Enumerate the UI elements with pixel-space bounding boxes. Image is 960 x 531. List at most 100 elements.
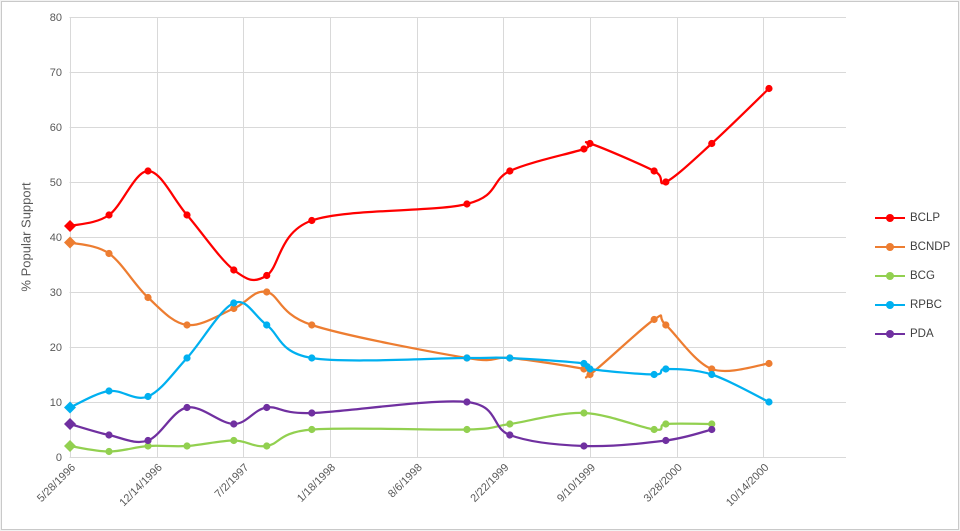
data-point: [586, 365, 594, 373]
data-point: [183, 354, 191, 362]
y-tick-label: 20: [50, 342, 62, 354]
x-tick-label: 1/18/1998: [295, 462, 338, 505]
data-point: [144, 442, 152, 450]
legend-marker-rpbc: [875, 300, 905, 309]
data-point: [586, 139, 594, 148]
data-point-diamond: [64, 440, 76, 452]
x-tick-label: 5/28/1996: [35, 462, 78, 505]
data-point: [263, 271, 271, 280]
data-point: [708, 370, 716, 379]
x-tick-label: 2/22/1999: [468, 462, 511, 505]
data-point: [230, 436, 238, 445]
x-tick-labels: 5/28/1996 12/14/1996 7/2/1997 1/18/1998 8/6/…: [35, 462, 771, 509]
data-point: [708, 420, 716, 428]
legend-marker-bcndp: [875, 242, 905, 251]
x-tick-label: 3/28/2000: [642, 462, 685, 505]
series-bcndp: [64, 236, 773, 379]
x-tick-label: 7/2/1997: [213, 462, 252, 501]
data-point: [463, 398, 471, 406]
data-point: [183, 442, 191, 450]
y-tick-label: 80: [50, 12, 62, 24]
data-point: [662, 436, 670, 445]
data-point: [463, 354, 471, 362]
x-tick-label: 9/10/1999: [555, 462, 598, 505]
data-point-diamond: [64, 236, 76, 249]
data-point: [144, 436, 152, 445]
data-point: [650, 315, 658, 324]
legend-item-bcg: BCG: [874, 261, 950, 290]
y-axis-title: % Popular Support: [18, 182, 34, 292]
data-point: [263, 288, 271, 296]
data-point: [708, 425, 716, 434]
y-tick-label: 30: [50, 287, 62, 299]
data-point: [230, 299, 238, 307]
data-point: [308, 409, 316, 417]
data-point: [105, 249, 113, 258]
y-tick-label: 60: [50, 122, 62, 134]
data-point: [765, 398, 773, 406]
legend-marker-bclp: [875, 213, 905, 222]
legend-item-pda: PDA: [874, 319, 950, 348]
x-tick-label: 12/14/1996: [117, 462, 164, 509]
data-point: [662, 321, 670, 329]
series-rpbc: [64, 299, 773, 414]
data-point: [506, 420, 514, 428]
legend-marker-bcg: [875, 271, 905, 280]
data-point: [580, 409, 588, 417]
data-point: [765, 84, 773, 93]
data-point: [662, 365, 670, 373]
data-point: [463, 200, 471, 208]
data-point: [506, 431, 514, 439]
data-point: [144, 392, 152, 401]
data-point: [708, 139, 716, 148]
data-point: [765, 359, 773, 368]
data-point: [662, 420, 670, 428]
data-point: [586, 370, 594, 379]
legend-label: BCNDP: [910, 240, 951, 253]
legend-label: BCG: [910, 269, 935, 282]
legend-label: BCLP: [910, 211, 941, 224]
series-bcg: [64, 409, 716, 456]
y-tick-label: 50: [50, 177, 62, 189]
data-point: [506, 167, 514, 175]
data-point: [105, 387, 113, 395]
data-point: [463, 425, 471, 434]
x-tick-label: 8/6/1998: [386, 462, 425, 501]
data-point: [183, 321, 191, 329]
series-pda: [64, 398, 716, 450]
data-point: [230, 304, 238, 313]
data-point: [650, 425, 658, 434]
data-point-diamond: [64, 401, 76, 414]
legend-item-rpbc: RPBC: [874, 290, 950, 319]
legend-label: RPBC: [910, 298, 942, 311]
x-tick-label: 10/14/2000: [724, 462, 771, 509]
data-point: [650, 167, 658, 175]
y-tick-label: 0: [56, 452, 62, 464]
data-point: [263, 442, 271, 450]
legend-item-bcndp: BCNDP: [874, 232, 950, 261]
data-point: [230, 266, 238, 274]
data-point: [230, 420, 238, 428]
data-point: [708, 365, 716, 373]
series-bclp: [64, 84, 773, 282]
data-point: [263, 321, 271, 329]
y-tick-labels: 0 10 20 30 40 50 60 70 80: [50, 12, 62, 464]
legend-item-bclp: BCLP: [874, 203, 950, 232]
y-tick-label: 10: [50, 397, 62, 409]
data-point: [662, 178, 670, 186]
data-point: [308, 321, 316, 329]
data-point: [105, 447, 113, 456]
y-tick-label: 40: [50, 232, 62, 244]
data-point: [580, 359, 588, 368]
data-point: [580, 442, 588, 450]
y-tick-label: 70: [50, 67, 62, 79]
data-point: [183, 403, 191, 412]
data-point: [650, 370, 658, 379]
gridlines: [69, 17, 846, 458]
legend-marker-pda: [875, 329, 905, 338]
data-point: [144, 293, 152, 302]
data-point: [263, 403, 271, 412]
data-point: [506, 354, 514, 362]
legend: BCLP BCNDP BCG RPBC PDA: [874, 203, 950, 348]
